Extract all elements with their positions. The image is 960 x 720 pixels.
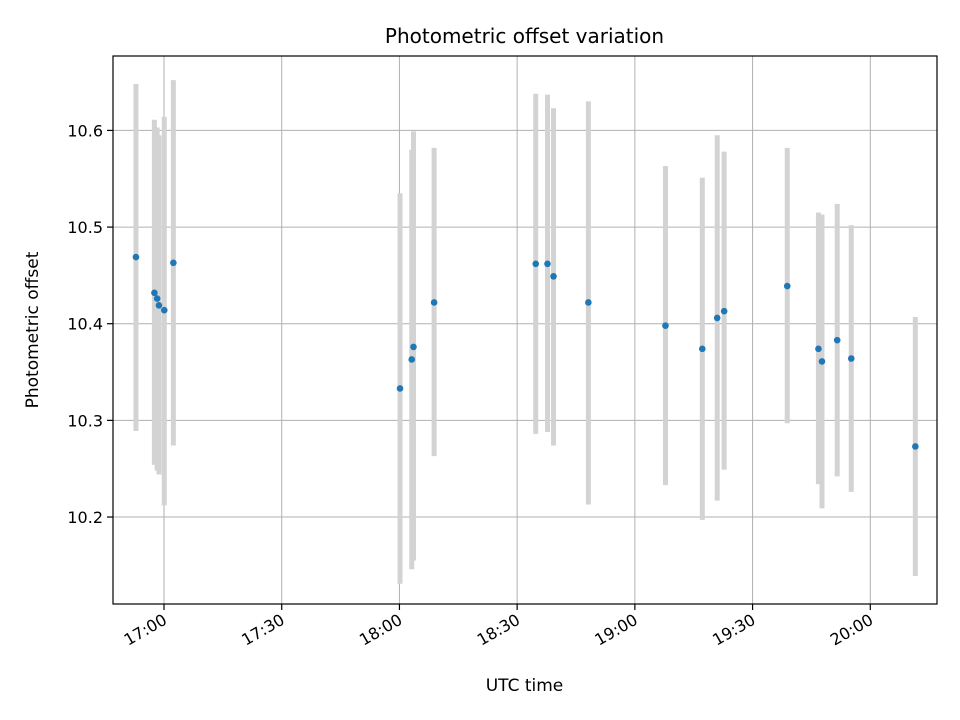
data-point bbox=[408, 356, 416, 363]
y-tick-label: 10.6 bbox=[67, 121, 103, 140]
plot-frame bbox=[112, 55, 938, 605]
data-point bbox=[833, 336, 841, 344]
data-point bbox=[550, 273, 557, 280]
y-tick-label: 10.4 bbox=[67, 315, 103, 334]
data-point bbox=[662, 322, 669, 329]
data-point bbox=[155, 302, 163, 309]
data-point bbox=[544, 260, 551, 268]
data-point bbox=[153, 295, 161, 302]
data-point bbox=[720, 307, 728, 315]
data-point bbox=[818, 358, 826, 365]
data-point bbox=[170, 259, 177, 267]
data-point bbox=[396, 385, 404, 392]
data-point bbox=[151, 289, 158, 297]
x-axis-title: UTC time bbox=[486, 676, 564, 696]
data-point bbox=[585, 299, 592, 306]
data-points bbox=[132, 253, 919, 450]
chart-title: Photometric offset variation bbox=[385, 24, 664, 48]
data-point bbox=[532, 260, 540, 268]
y-tick-label: 10.5 bbox=[67, 218, 103, 237]
y-tick-label: 10.3 bbox=[67, 411, 103, 430]
data-point bbox=[815, 345, 822, 353]
y-axis-ticks: 10.2 10.3 10.4 10.5 10.6 bbox=[67, 121, 113, 527]
data-point bbox=[160, 306, 168, 314]
y-axis-title: Photometric offset bbox=[23, 251, 43, 408]
data-point bbox=[847, 355, 855, 362]
data-point bbox=[698, 345, 706, 353]
data-point bbox=[713, 314, 721, 322]
data-point bbox=[912, 443, 919, 450]
data-point bbox=[410, 343, 417, 351]
data-point bbox=[430, 299, 438, 306]
data-point bbox=[783, 282, 791, 290]
data-point bbox=[132, 253, 140, 261]
y-tick-label: 10.2 bbox=[67, 508, 103, 527]
